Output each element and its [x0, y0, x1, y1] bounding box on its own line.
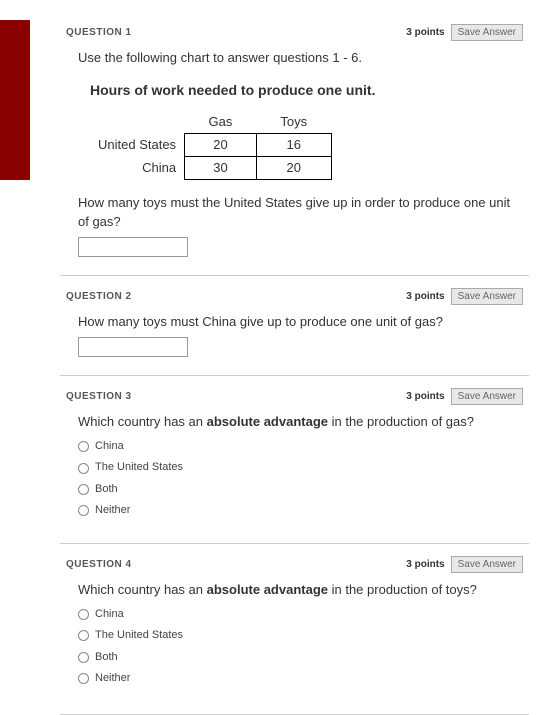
points-text: 3 points [406, 291, 444, 302]
option-label: Both [95, 482, 118, 497]
radio-option[interactable]: Both [78, 650, 523, 665]
question-label: QUESTION 3 [66, 391, 132, 402]
question-label: QUESTION 1 [66, 27, 132, 38]
radio-option[interactable]: Neither [78, 503, 523, 518]
radio-icon [78, 609, 89, 620]
radio-option[interactable]: The United States [78, 628, 523, 643]
radio-icon [78, 652, 89, 663]
question-meta: 3 points Save Answer [406, 24, 523, 41]
content-area: QUESTION 1 3 points Save Answer Use the … [60, 0, 559, 715]
table-cell: 20 [256, 157, 331, 180]
radio-list: China The United States Both Neither [78, 607, 523, 687]
radio-option[interactable]: Both [78, 482, 523, 497]
answer-input[interactable] [78, 237, 188, 257]
prompt-text: Which country has an absolute advantage … [78, 581, 523, 599]
option-label: The United States [95, 460, 183, 475]
prompt-post: in the production of toys? [328, 582, 477, 597]
chart-title: Hours of work needed to produce one unit… [90, 81, 523, 101]
question-label: QUESTION 2 [66, 291, 132, 302]
row-label: China [98, 157, 185, 180]
radio-icon [78, 463, 89, 474]
prompt-post: in the production of gas? [328, 414, 474, 429]
radio-icon [78, 484, 89, 495]
table-row: United States 20 16 [98, 133, 331, 156]
radio-list: China The United States Both Neither [78, 439, 523, 519]
option-label: The United States [95, 628, 183, 643]
save-answer-button[interactable]: Save Answer [451, 388, 523, 405]
radio-option[interactable]: The United States [78, 460, 523, 475]
points-text: 3 points [406, 391, 444, 402]
row-label: United States [98, 133, 185, 156]
question-header: QUESTION 2 3 points Save Answer [66, 288, 523, 305]
question-body: Use the following chart to answer questi… [66, 49, 523, 257]
option-label: Neither [95, 503, 130, 518]
prompt-pre: Which country has an [78, 414, 207, 429]
points-text: 3 points [406, 559, 444, 570]
question-header: QUESTION 1 3 points Save Answer [66, 24, 523, 41]
option-label: China [95, 607, 124, 622]
save-answer-button[interactable]: Save Answer [451, 556, 523, 573]
page: QUESTION 1 3 points Save Answer Use the … [0, 0, 559, 700]
save-answer-button[interactable]: Save Answer [451, 288, 523, 305]
question-header: QUESTION 4 3 points Save Answer [66, 556, 523, 573]
question-label: QUESTION 4 [66, 559, 132, 570]
table-row: China 30 20 [98, 157, 331, 180]
question-1: QUESTION 1 3 points Save Answer Use the … [60, 12, 529, 275]
prompt-text: How many toys must the United States giv… [78, 194, 523, 230]
prompt-pre: Which country has an [78, 582, 207, 597]
question-2: QUESTION 2 3 points Save Answer How many… [60, 275, 529, 375]
question-body: How many toys must China give up to prod… [66, 313, 523, 357]
side-accent-tab [0, 20, 30, 180]
prompt-text: How many toys must China give up to prod… [78, 313, 523, 331]
radio-icon [78, 505, 89, 516]
question-meta: 3 points Save Answer [406, 288, 523, 305]
table-cell: 20 [185, 133, 257, 156]
option-label: China [95, 439, 124, 454]
radio-icon [78, 673, 89, 684]
radio-option[interactable]: China [78, 439, 523, 454]
question-4: QUESTION 4 3 points Save Answer Which co… [60, 543, 529, 711]
data-table: Gas Toys United States 20 16 China 30 20 [98, 111, 332, 181]
radio-icon [78, 630, 89, 641]
answer-input[interactable] [78, 337, 188, 357]
col-header: Gas [185, 111, 257, 134]
table-cell: 16 [256, 133, 331, 156]
radio-option[interactable]: China [78, 607, 523, 622]
option-label: Neither [95, 671, 130, 686]
table-header-row: Gas Toys [98, 111, 331, 134]
question-meta: 3 points Save Answer [406, 388, 523, 405]
prompt-bold: absolute advantage [207, 414, 328, 429]
question-3: QUESTION 3 3 points Save Answer Which co… [60, 375, 529, 543]
save-answer-button[interactable]: Save Answer [451, 24, 523, 41]
question-meta: 3 points Save Answer [406, 556, 523, 573]
intro-text: Use the following chart to answer questi… [78, 49, 523, 67]
prompt-text: Which country has an absolute advantage … [78, 413, 523, 431]
question-body: Which country has an absolute advantage … [66, 413, 523, 519]
prompt-bold: absolute advantage [207, 582, 328, 597]
radio-icon [78, 441, 89, 452]
option-label: Both [95, 650, 118, 665]
table-cell: 30 [185, 157, 257, 180]
points-text: 3 points [406, 27, 444, 38]
col-header: Toys [256, 111, 331, 134]
question-header: QUESTION 3 3 points Save Answer [66, 388, 523, 405]
radio-option[interactable]: Neither [78, 671, 523, 686]
question-body: Which country has an absolute advantage … [66, 581, 523, 687]
